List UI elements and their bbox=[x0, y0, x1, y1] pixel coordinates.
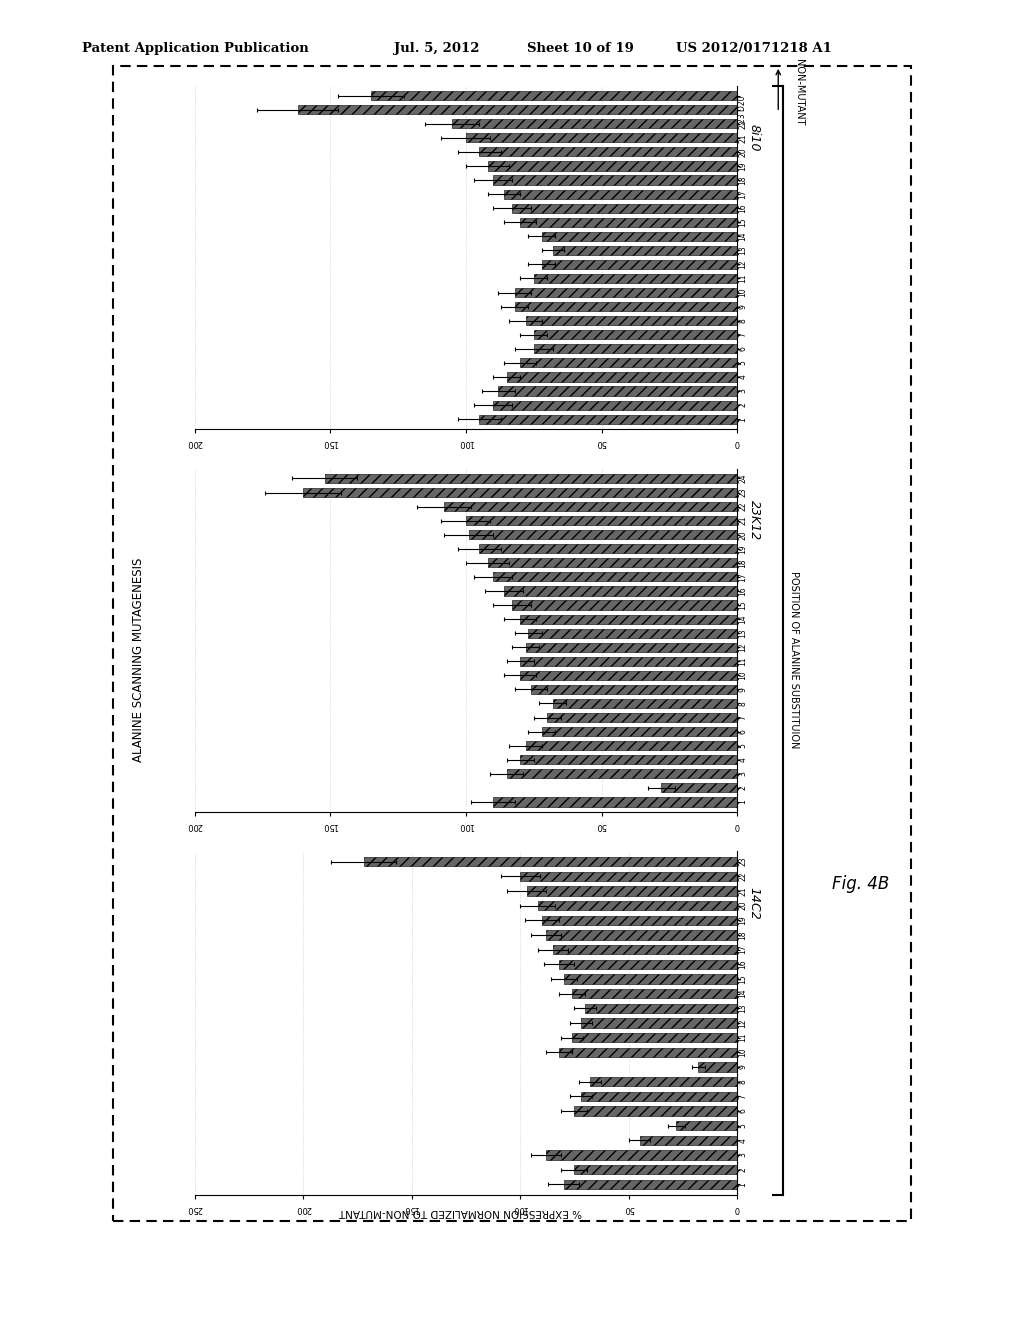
Bar bbox=[526, 886, 737, 896]
Bar bbox=[547, 713, 737, 722]
Text: 14C2: 14C2 bbox=[748, 887, 761, 919]
Bar bbox=[531, 685, 737, 694]
Bar bbox=[499, 387, 737, 396]
Bar bbox=[298, 106, 737, 115]
Text: % EXPRESSION NORMALIZED TO NON-MUTANT: % EXPRESSION NORMALIZED TO NON-MUTANT bbox=[339, 1206, 583, 1217]
Bar bbox=[542, 260, 737, 269]
Bar bbox=[534, 345, 737, 354]
Bar bbox=[559, 960, 737, 969]
Bar bbox=[466, 516, 737, 525]
Bar bbox=[494, 400, 737, 409]
Bar bbox=[520, 358, 737, 367]
Bar bbox=[325, 474, 737, 483]
Bar bbox=[563, 1180, 737, 1189]
Bar bbox=[453, 119, 737, 128]
Text: Jul. 5, 2012: Jul. 5, 2012 bbox=[394, 42, 479, 55]
Bar bbox=[662, 783, 737, 792]
Bar bbox=[563, 974, 737, 983]
Bar bbox=[371, 91, 737, 100]
Bar bbox=[559, 1048, 737, 1057]
Bar bbox=[507, 372, 737, 381]
Bar bbox=[528, 628, 737, 638]
Bar bbox=[534, 330, 737, 339]
Bar bbox=[520, 755, 737, 764]
Bar bbox=[479, 148, 737, 157]
Bar bbox=[677, 1121, 737, 1130]
Bar bbox=[574, 1106, 737, 1115]
Bar bbox=[494, 176, 737, 185]
Bar bbox=[538, 902, 737, 911]
Bar bbox=[525, 315, 737, 325]
Bar bbox=[553, 945, 737, 954]
Bar bbox=[574, 1166, 737, 1175]
Bar bbox=[525, 643, 737, 652]
Bar bbox=[303, 488, 737, 498]
Text: Patent Application Publication: Patent Application Publication bbox=[82, 42, 308, 55]
Text: 23K12: 23K12 bbox=[748, 500, 761, 540]
Bar bbox=[512, 601, 737, 610]
Text: ALANINE SCANNING MUTAGENESIS: ALANINE SCANNING MUTAGENESIS bbox=[132, 558, 144, 762]
Bar bbox=[520, 615, 737, 623]
Text: Fig. 4B: Fig. 4B bbox=[831, 875, 889, 894]
Bar bbox=[520, 871, 737, 882]
Bar bbox=[494, 797, 737, 807]
Bar bbox=[512, 203, 737, 213]
Bar bbox=[542, 232, 737, 240]
Bar bbox=[581, 1092, 737, 1101]
Text: POSITION OF ALANINE SUBSTITUION: POSITION OF ALANINE SUBSTITUION bbox=[788, 572, 799, 748]
Text: 8i10: 8i10 bbox=[748, 124, 761, 150]
Bar bbox=[572, 989, 737, 998]
Text: NON-MUTANT: NON-MUTANT bbox=[794, 59, 804, 125]
Bar bbox=[487, 558, 737, 568]
Bar bbox=[469, 531, 737, 540]
Bar bbox=[504, 586, 737, 595]
Bar bbox=[520, 671, 737, 680]
Bar bbox=[479, 414, 737, 424]
Bar bbox=[515, 302, 737, 312]
Bar bbox=[479, 544, 737, 553]
Bar bbox=[520, 657, 737, 665]
Bar bbox=[553, 698, 737, 708]
Bar bbox=[525, 741, 737, 750]
Bar bbox=[487, 161, 737, 170]
Bar bbox=[444, 502, 737, 511]
Bar bbox=[466, 133, 737, 143]
Bar bbox=[590, 1077, 737, 1086]
Bar bbox=[542, 727, 737, 737]
Bar bbox=[698, 1063, 737, 1072]
Bar bbox=[546, 1150, 737, 1160]
Bar bbox=[640, 1135, 737, 1146]
Bar bbox=[534, 275, 737, 282]
Bar bbox=[586, 1003, 737, 1014]
Bar bbox=[553, 246, 737, 255]
Bar bbox=[581, 1018, 737, 1028]
Bar bbox=[507, 770, 737, 779]
Bar bbox=[542, 916, 737, 925]
Bar bbox=[546, 931, 737, 940]
Text: US 2012/0171218 A1: US 2012/0171218 A1 bbox=[676, 42, 831, 55]
Bar bbox=[520, 218, 737, 227]
Bar bbox=[494, 573, 737, 582]
Bar bbox=[364, 857, 737, 866]
Bar bbox=[515, 288, 737, 297]
Bar bbox=[504, 190, 737, 199]
Text: Sheet 10 of 19: Sheet 10 of 19 bbox=[527, 42, 634, 55]
Bar bbox=[572, 1032, 737, 1043]
